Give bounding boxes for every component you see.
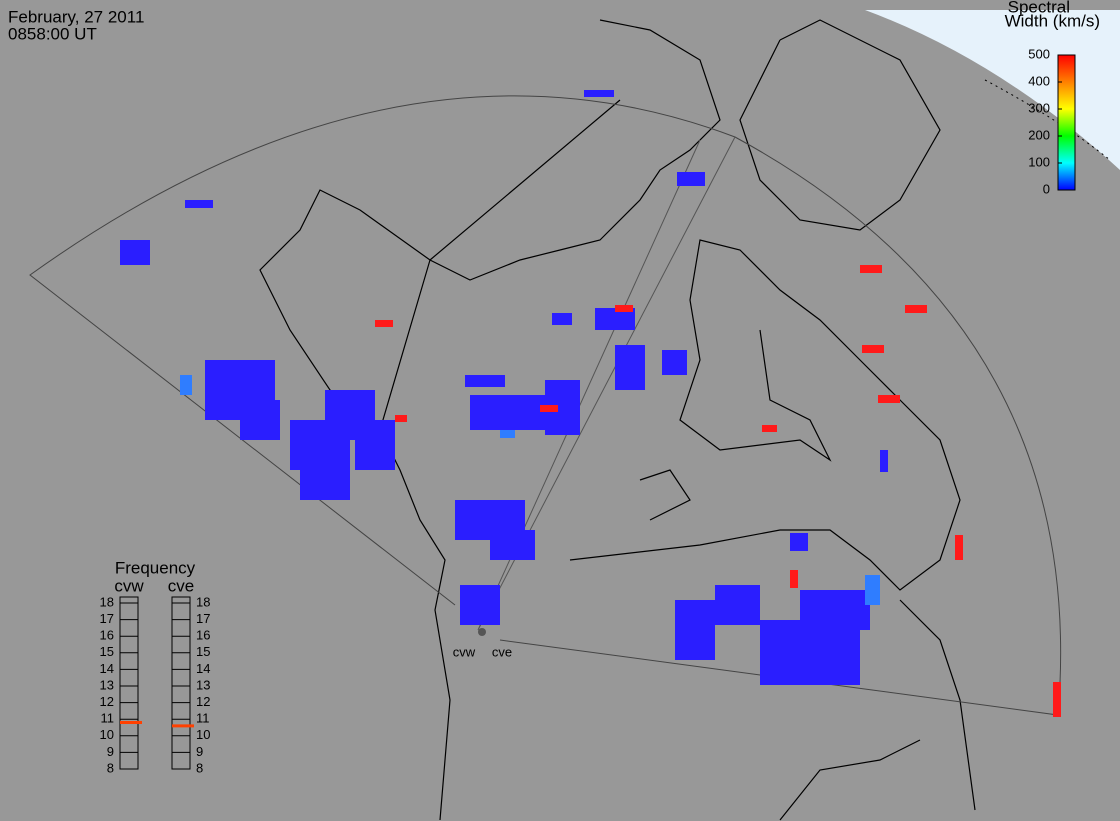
- echo: [905, 305, 927, 313]
- colorbar-tick-label: 100: [1028, 154, 1050, 169]
- echo: [460, 585, 500, 625]
- colorbar-tick-label: 300: [1028, 100, 1050, 115]
- gauge-name: cvw: [114, 576, 144, 595]
- echo: [595, 308, 635, 330]
- gauge-tick-label: 12: [196, 694, 210, 709]
- echo: [552, 313, 572, 325]
- colorbar-title: Spectral: [1008, 0, 1070, 16]
- gauge-tick-label: 18: [196, 594, 210, 609]
- echo: [615, 305, 633, 312]
- gauge-tick-label: 12: [100, 694, 114, 709]
- site-label: cvw: [453, 644, 476, 659]
- echo: [240, 400, 280, 440]
- echo: [180, 375, 192, 395]
- echo: [862, 345, 884, 353]
- echo: [762, 425, 777, 432]
- coastline: [379, 99, 961, 591]
- gauge-tick-label: 15: [100, 644, 114, 659]
- gauge-tick-label: 18: [100, 594, 114, 609]
- gauge-tick-label: 11: [196, 711, 210, 726]
- gauge-tick-label: 14: [196, 661, 210, 676]
- echo: [677, 172, 705, 186]
- colorbar-tick-label: 0: [1043, 181, 1050, 196]
- coastline: [639, 19, 976, 821]
- gauge-tick-label: 14: [100, 661, 114, 676]
- colorbar-tick-label: 400: [1028, 73, 1050, 88]
- echo: [375, 320, 393, 327]
- gauge: [119, 596, 139, 770]
- gauge-tick-label: 9: [196, 744, 203, 759]
- echo: [790, 533, 808, 551]
- gauge-tick-label: 13: [100, 677, 114, 692]
- echo: [500, 430, 515, 438]
- echo: [540, 405, 558, 412]
- colorbar-title: Width (km/s): [1005, 11, 1100, 30]
- echo: [715, 585, 760, 625]
- gauge-tick-label: 17: [100, 611, 114, 626]
- gauge-name: cve: [168, 576, 194, 595]
- colorbar: [1057, 54, 1076, 191]
- echo: [800, 590, 870, 630]
- time: 0858:00 UT: [8, 24, 97, 43]
- echo: [1053, 682, 1061, 717]
- gauge-tick-label: 8: [107, 760, 114, 775]
- radar-site: [478, 628, 486, 636]
- date: February, 27 2011: [8, 7, 144, 26]
- terminator: [984, 79, 1111, 161]
- gauge-tick-label: 17: [196, 611, 210, 626]
- colorbar-tick-label: 200: [1028, 127, 1050, 142]
- site-label: cve: [492, 644, 512, 659]
- gauge-tick-label: 9: [107, 744, 114, 759]
- echo: [490, 530, 535, 560]
- gauge-tick-label: 10: [196, 727, 210, 742]
- frequency-title: Frequency: [115, 558, 196, 577]
- gauge-tick-label: 8: [196, 760, 203, 775]
- echo: [355, 420, 395, 470]
- echo: [955, 535, 963, 560]
- echo: [860, 265, 882, 273]
- echo: [120, 240, 150, 265]
- gauge-tick-label: 15: [196, 644, 210, 659]
- echo: [865, 575, 880, 605]
- colorbar-tick-label: 500: [1028, 46, 1050, 61]
- gauge: [171, 596, 191, 770]
- gauge-tick-label: 10: [100, 727, 114, 742]
- echo: [662, 350, 687, 375]
- echo: [465, 375, 505, 387]
- gauge-tick-label: 16: [100, 628, 114, 643]
- coastline: [259, 19, 721, 821]
- echo: [300, 460, 350, 500]
- echo: [790, 570, 798, 588]
- echo: [584, 90, 614, 97]
- gauge-tick-label: 11: [101, 711, 115, 726]
- echo: [880, 450, 888, 472]
- daylight-region: [865, 10, 1120, 170]
- echo: [470, 395, 550, 430]
- echoes: [120, 90, 1061, 717]
- echo: [395, 415, 407, 422]
- gauge-tick-label: 13: [196, 677, 210, 692]
- echo: [878, 395, 900, 403]
- echo: [675, 600, 715, 660]
- echo: [615, 345, 645, 390]
- echo: [760, 620, 860, 685]
- gauge-tick-label: 16: [196, 628, 210, 643]
- echo: [185, 200, 213, 208]
